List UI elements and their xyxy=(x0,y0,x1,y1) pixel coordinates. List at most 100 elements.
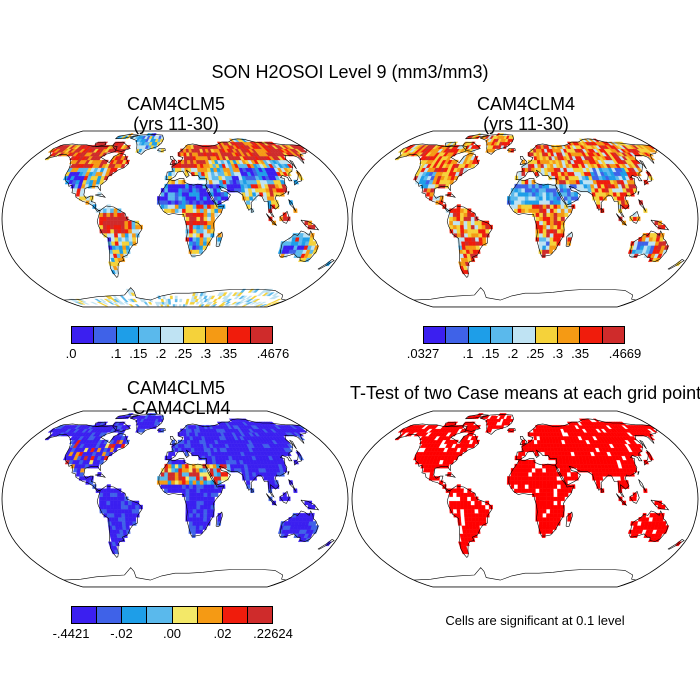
grid-cell xyxy=(124,500,129,506)
grid-cell xyxy=(196,196,201,201)
grid-cell xyxy=(473,155,479,161)
grid-cell xyxy=(514,468,519,473)
grid-cell xyxy=(106,508,111,514)
grid-cell xyxy=(535,212,540,217)
grid-cell xyxy=(474,496,479,502)
grid-cell xyxy=(478,237,483,242)
grid-cell xyxy=(563,196,568,201)
grid-cell xyxy=(200,304,205,307)
grid-cell xyxy=(460,496,464,502)
grid-cell xyxy=(430,188,435,193)
grid-cell xyxy=(535,513,540,518)
grid-cell xyxy=(541,533,546,538)
grid-cell xyxy=(128,224,133,230)
grid-cell xyxy=(199,301,205,305)
grid-cell xyxy=(532,488,536,493)
grid-cell xyxy=(474,233,479,238)
grid-cell xyxy=(185,488,190,493)
grid-cell xyxy=(160,200,165,205)
grid-cell xyxy=(557,208,562,213)
grid-cell xyxy=(538,521,543,526)
grid-cell xyxy=(115,525,120,530)
grid-cell xyxy=(203,295,208,300)
grid-cell xyxy=(563,476,568,481)
coastline-borneo xyxy=(279,210,290,224)
grid-cell xyxy=(177,163,182,168)
grid-cell xyxy=(192,204,197,209)
grid-cell xyxy=(178,196,183,201)
grid-cell xyxy=(106,228,111,234)
grid-cell xyxy=(460,517,466,522)
grid-cell xyxy=(199,241,204,246)
grid-cell xyxy=(110,208,115,213)
grid-cell xyxy=(514,472,519,477)
grid-cell xyxy=(562,463,567,469)
grid-cell xyxy=(110,500,114,506)
grid-cell xyxy=(542,513,547,518)
grid-cell xyxy=(195,468,200,473)
grid-cell xyxy=(225,304,232,307)
grid-cell xyxy=(528,208,533,213)
grid-cell xyxy=(168,451,172,457)
grid-cell xyxy=(456,488,461,493)
grid-cell xyxy=(192,500,197,506)
grid-cell xyxy=(478,220,482,226)
grid-cell xyxy=(521,171,526,177)
grid-cell xyxy=(121,508,126,514)
grid-cell xyxy=(117,508,122,514)
grid-cell xyxy=(181,192,186,197)
coastline-madagascar xyxy=(215,231,223,247)
grid-cell xyxy=(212,301,218,305)
grid-cell xyxy=(542,216,547,222)
coastline-nz xyxy=(317,539,335,550)
grid-cell xyxy=(212,463,217,469)
grid-cell xyxy=(210,496,215,502)
grid-cell xyxy=(539,508,544,514)
grid-cell xyxy=(188,237,193,242)
grid-cell xyxy=(183,155,188,161)
grid-cell xyxy=(185,472,190,477)
coastline-namerica xyxy=(394,143,479,212)
grid-cell xyxy=(557,488,562,493)
colorbar-label: .00 xyxy=(162,626,182,641)
coastline-ellesmere xyxy=(115,134,139,140)
grid-cell xyxy=(429,472,434,477)
grid-cell xyxy=(535,200,540,205)
grid-cell xyxy=(553,484,558,489)
grid-cell xyxy=(181,443,185,448)
grid-cell xyxy=(556,513,561,518)
grid-cell xyxy=(252,298,261,303)
grid-cell xyxy=(196,220,201,226)
grid-cell xyxy=(556,233,561,238)
grid-cell xyxy=(124,508,129,514)
grid-cell xyxy=(478,508,483,514)
grid-cell xyxy=(120,496,125,502)
grid-cell xyxy=(514,188,519,193)
grid-cell xyxy=(199,298,204,303)
grid-cell xyxy=(471,241,476,246)
grid-cell xyxy=(192,468,197,473)
grid-cell xyxy=(524,208,529,213)
colorbar-swatch xyxy=(556,326,581,344)
grid-cell xyxy=(174,295,178,300)
grid-cell xyxy=(184,304,188,307)
grid-cell xyxy=(521,192,526,197)
grid-cell xyxy=(546,216,551,222)
grid-cell xyxy=(591,472,596,477)
grid-cell xyxy=(128,220,132,226)
grid-cell xyxy=(467,237,473,242)
coastline-newguinea xyxy=(300,219,320,231)
grid-cell xyxy=(189,208,194,213)
grid-cell xyxy=(188,188,193,193)
grid-cell xyxy=(591,192,596,197)
grid-cell xyxy=(99,496,104,502)
grid-cell xyxy=(546,228,551,234)
grid-cell xyxy=(219,304,226,307)
coastline-greatbritain xyxy=(169,436,177,445)
grid-cell xyxy=(203,484,208,489)
grid-cell xyxy=(212,183,217,189)
grid-cell xyxy=(464,233,469,238)
grid-cell xyxy=(478,517,483,522)
grid-cell xyxy=(117,220,122,226)
colorbar-swatch xyxy=(512,326,536,344)
